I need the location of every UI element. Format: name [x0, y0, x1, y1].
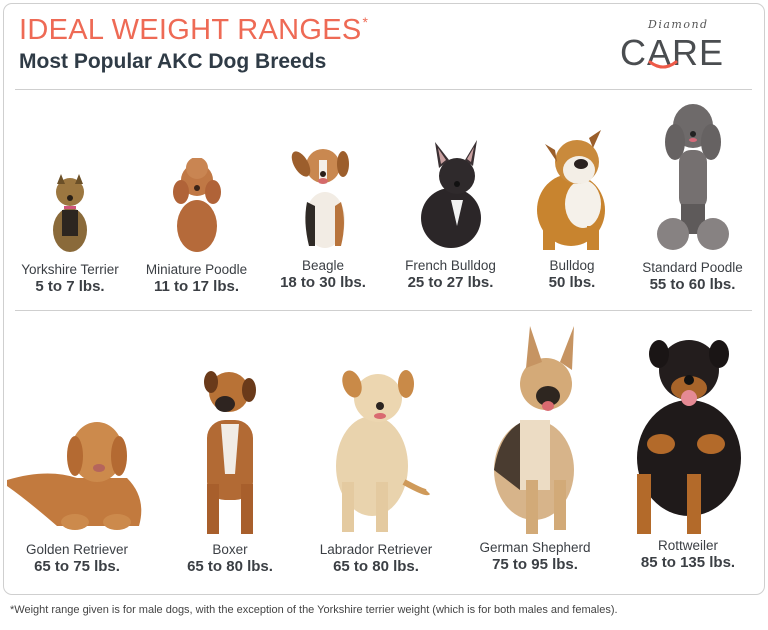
diamond-care-logo: Diamond CARE: [618, 18, 738, 74]
dog-breed-name: Labrador Retriever: [319, 542, 433, 557]
dog-card-golden-retriever: Golden Retriever 65 to 75 lbs.: [4, 408, 150, 575]
miniature-poodle-photo: [172, 158, 221, 252]
dog-weight-range: 85 to 135 lbs.: [640, 554, 736, 571]
dog-weight-range: 50 lbs.: [548, 274, 596, 291]
dog-weight-range: 75 to 95 lbs.: [492, 556, 578, 573]
dog-weight-range: 5 to 7 lbs.: [35, 278, 105, 295]
page-subtitle: Most Popular AKC Dog Breeds: [19, 50, 327, 73]
title-asterisk: *: [362, 14, 369, 30]
dog-weight-range: 18 to 30 lbs.: [280, 274, 366, 291]
dog-card-bulldog: Bulldog 50 lbs.: [517, 122, 627, 291]
french-bulldog-photo: [420, 140, 481, 248]
bulldog-photo: [537, 130, 605, 250]
golden-retriever-photo: [7, 422, 142, 530]
dog-card-yorkshire-terrier: Yorkshire Terrier 5 to 7 lbs.: [10, 170, 130, 295]
dog-breed-name: French Bulldog: [405, 258, 496, 273]
dog-breed-name: Boxer: [212, 542, 248, 557]
dog-weight-range: 65 to 80 lbs.: [187, 558, 273, 575]
dog-breed-name: Yorkshire Terrier: [21, 262, 119, 277]
dog-weight-range: 55 to 60 lbs.: [649, 276, 736, 293]
dog-card-standard-poodle: Standard Poodle 55 to 60 lbs.: [635, 100, 750, 293]
title-text: IDEAL WEIGHT RANGES: [19, 14, 362, 46]
header-divider: [15, 89, 752, 90]
boxer-photo: [204, 371, 256, 534]
dog-breed-name: Bulldog: [549, 258, 595, 273]
dog-card-rottweiler: Rottweiler 85 to 135 lbs.: [618, 324, 758, 571]
dog-breed-name: Rottweiler: [657, 538, 719, 553]
dog-card-miniature-poodle: Miniature Poodle 11 to 17 lbs.: [134, 158, 259, 295]
yorkshire-terrier-photo: [53, 174, 87, 252]
dog-breed-name: Standard Poodle: [642, 260, 743, 275]
dog-weight-range: 65 to 75 lbs.: [34, 558, 120, 575]
dog-weight-range: 25 to 27 lbs.: [407, 274, 494, 291]
dog-breed-name: Golden Retriever: [25, 542, 129, 557]
dog-card-beagle: Beagle 18 to 30 lbs.: [268, 142, 378, 291]
dog-card-labrador-retriever: Labrador Retriever 65 to 80 lbs.: [306, 362, 446, 575]
logo-smile-icon: [648, 60, 678, 69]
standard-poodle-photo: [656, 104, 729, 250]
dog-breed-name: Beagle: [301, 258, 345, 273]
dog-card-german-shepherd: German Shepherd 75 to 95 lbs.: [470, 320, 600, 573]
footnote: *Weight range given is for male dogs, wi…: [10, 604, 618, 616]
logo-script-text: Diamond: [648, 18, 709, 31]
row-divider: [15, 310, 752, 311]
dog-card-french-bulldog: French Bulldog 25 to 27 lbs.: [393, 134, 508, 291]
dog-weight-range: 65 to 80 lbs.: [333, 558, 419, 575]
labrador-retriever-photo: [336, 370, 431, 532]
dog-weight-range: 11 to 17 lbs.: [153, 278, 240, 295]
german-shepherd-photo: [494, 326, 574, 534]
dog-card-boxer: Boxer 65 to 80 lbs.: [175, 364, 285, 575]
dog-breed-name: German Shepherd: [479, 540, 591, 555]
rottweiler-photo: [637, 340, 741, 534]
beagle-photo: [291, 149, 349, 248]
page-title: IDEAL WEIGHT RANGES*: [19, 14, 368, 47]
dog-breed-name: Miniature Poodle: [145, 262, 248, 277]
